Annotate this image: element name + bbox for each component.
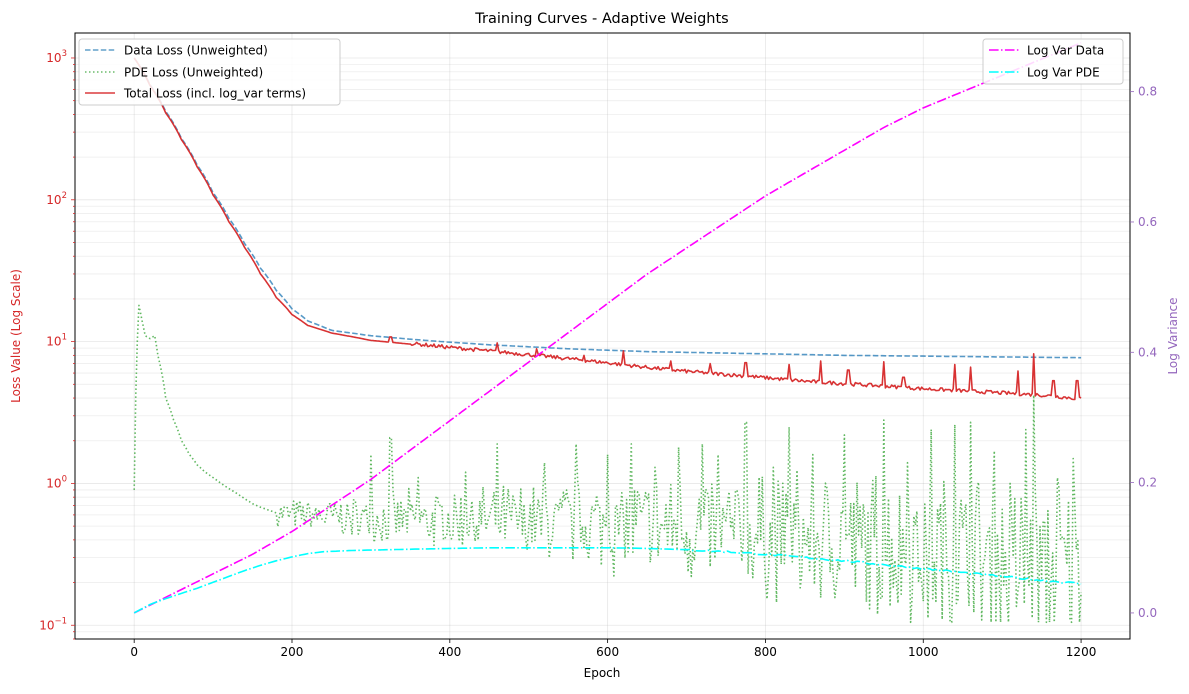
y-axis-left: 10−1 100 101 102 103 xyxy=(39,49,75,640)
x-tick-label: 1200 xyxy=(1066,645,1097,659)
x-tick-label: 600 xyxy=(596,645,619,659)
x-tick-label: 400 xyxy=(438,645,461,659)
legend-label-total-loss: Total Loss (incl. log_var terms) xyxy=(123,87,306,101)
plot-frame xyxy=(74,32,1131,640)
series-line-log-var-data xyxy=(133,42,1082,614)
y-left-tick-label: 100 xyxy=(46,474,67,490)
y-left-tick-label: 101 xyxy=(46,333,67,349)
legend-left-box xyxy=(78,38,341,106)
x-tick-label: 0 xyxy=(130,645,138,659)
grid xyxy=(75,33,1130,640)
y-left-tick-label: 103 xyxy=(46,49,67,65)
y-right-tick-label: 0.2 xyxy=(1138,476,1157,490)
y-left-tick-label: 102 xyxy=(46,191,67,207)
series-line-log-var-pde xyxy=(133,547,1082,614)
legend-label-log-var-pde: Log Var PDE xyxy=(1027,66,1100,80)
x-axis: 0 200 400 600 800 1000 1200 xyxy=(130,639,1096,659)
legend-left: Data Loss (Unweighted) PDE Loss (Unweigh… xyxy=(78,38,341,106)
y-right-tick-label: 0.6 xyxy=(1138,215,1157,229)
chart-title: Training Curves - Adaptive Weights xyxy=(474,11,728,27)
series-line-data-loss xyxy=(133,57,1082,359)
series-line-total-loss xyxy=(133,57,1082,401)
legend-label-data-loss: Data Loss (Unweighted) xyxy=(124,44,268,58)
y-right-tick-label: 0.0 xyxy=(1138,606,1157,620)
x-tick-label: 200 xyxy=(281,645,304,659)
x-tick-label: 800 xyxy=(754,645,777,659)
legend-label-log-var-data: Log Var Data xyxy=(1027,44,1104,58)
y-axis-right-title: Log Variance xyxy=(1166,297,1180,374)
y-axis-left-title: Loss Value (Log Scale) xyxy=(9,269,23,403)
y-right-tick-label: 0.4 xyxy=(1138,345,1157,359)
y-axis-right: 0.0 0.2 0.4 0.6 0.8 xyxy=(1130,85,1157,620)
legend-right: Log Var Data Log Var PDE xyxy=(982,38,1124,85)
series-layer xyxy=(133,42,1082,624)
y-left-tick-label: 10−1 xyxy=(39,616,67,632)
x-tick-label: 1000 xyxy=(908,645,939,659)
y-right-tick-label: 0.8 xyxy=(1138,85,1157,99)
legend-label-pde-loss: PDE Loss (Unweighted) xyxy=(124,66,263,80)
x-axis-title: Epoch xyxy=(584,666,621,680)
